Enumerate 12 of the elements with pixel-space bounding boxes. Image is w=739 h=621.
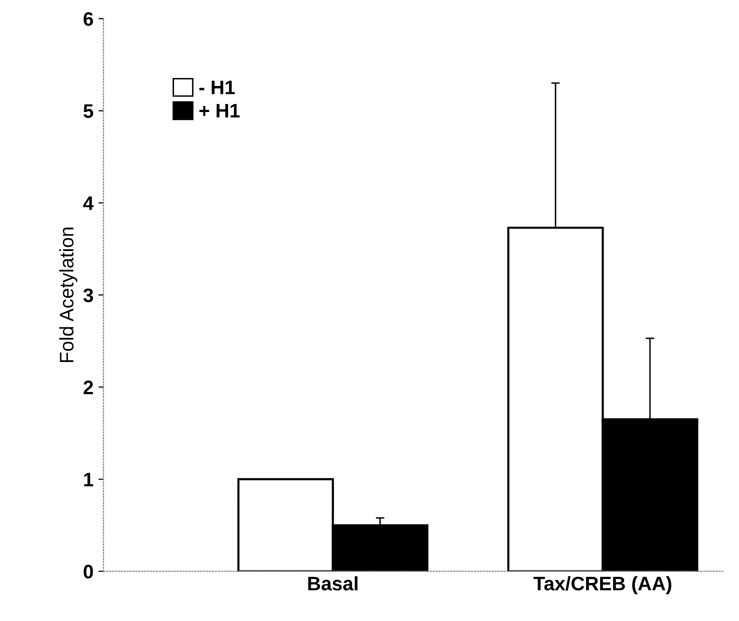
legend-label: - H1 — [199, 80, 235, 94]
y-axis-title: Fold Acetylation — [59, 228, 78, 362]
y-tick-label: 5 — [84, 104, 94, 118]
y-tick-label: 6 — [84, 12, 94, 26]
y-tick-label: 4 — [83, 196, 94, 210]
y-tick-label: 1 — [84, 472, 94, 486]
y-tick-label: 3 — [83, 288, 94, 302]
y-tick-label: 0 — [84, 564, 93, 579]
x-tick-label: Tax/CREB (AA) — [533, 576, 672, 594]
legend-label: + H1 — [199, 104, 240, 118]
x-tick-label: Basal — [308, 576, 358, 590]
y-tick-label: 2 — [84, 380, 93, 394]
